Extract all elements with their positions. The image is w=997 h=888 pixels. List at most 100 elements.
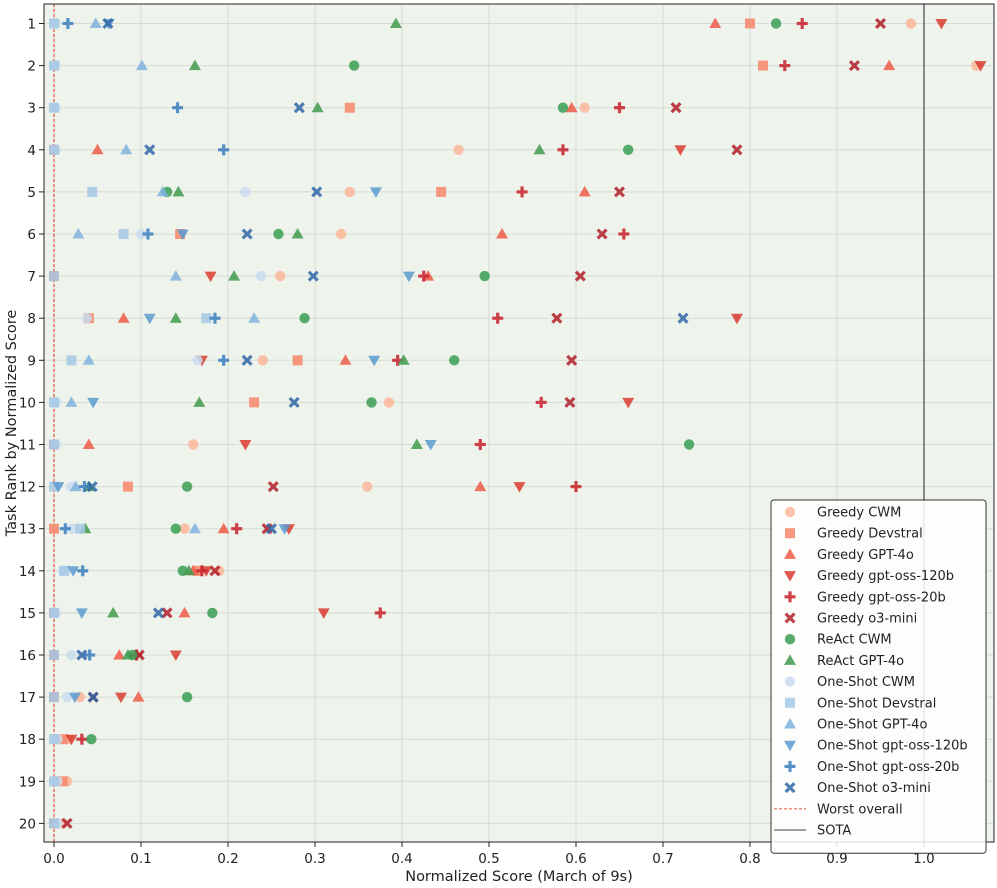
point-one-shot-gpt-4o-rank-7 bbox=[169, 270, 182, 281]
point-one-shot-o3-mini-rank-3 bbox=[293, 102, 305, 114]
legend-label-one-shot-gpt-oss-120b: One-Shot gpt-oss-120b bbox=[817, 739, 968, 754]
point-one-shot-gpt-oss-120b-rank-17 bbox=[68, 692, 81, 704]
point-greedy-cwm-rank-3 bbox=[579, 102, 590, 113]
legend-marker-greedy-gpt-4o bbox=[784, 548, 796, 559]
legend-marker-one-shot-gpt-oss-120b bbox=[784, 740, 796, 752]
point-one-shot-gpt-oss-20b-rank-9 bbox=[218, 354, 230, 366]
point-react-cwm-rank-2 bbox=[348, 60, 360, 71]
point-one-shot-o3-mini-rank-10 bbox=[288, 396, 300, 408]
point-one-shot-gpt-oss-20b-rank-1 bbox=[62, 18, 74, 29]
x-axis-label: Normalized Score (March of 9s) bbox=[405, 869, 633, 885]
point-react-cwm-rank-4 bbox=[623, 144, 634, 155]
y-tick-label: 7 bbox=[27, 269, 36, 285]
legend-label-one-shot-gpt-4o: One-Shot GPT-4o bbox=[817, 718, 927, 733]
legend-label-worst-overall: Worst overall bbox=[817, 802, 903, 817]
legend-marker-one-shot-gpt-4o bbox=[784, 718, 796, 729]
point-one-shot-gpt-oss-20b-rank-8 bbox=[209, 312, 221, 324]
point-react-cwm-rank-13 bbox=[170, 523, 181, 534]
y-tick-label: 2 bbox=[27, 59, 36, 75]
point-greedy-o3-mini-rank-4 bbox=[731, 144, 743, 156]
point-greedy-o3-mini-rank-1 bbox=[874, 17, 887, 30]
point-greedy-gpt-oss-20b-rank-5 bbox=[516, 186, 528, 198]
point-one-shot-devstral-rank-6 bbox=[118, 229, 129, 239]
point-greedy-o3-mini-rank-2 bbox=[848, 60, 860, 72]
point-greedy-gpt-oss-20b-rank-7 bbox=[418, 270, 430, 282]
x-tick-label: 0.7 bbox=[652, 851, 673, 867]
point-one-shot-gpt-oss-120b-rank-6 bbox=[176, 229, 189, 240]
y-tick-label: 20 bbox=[19, 816, 36, 832]
point-react-cwm-rank-17 bbox=[181, 691, 193, 703]
point-greedy-gpt-oss-20b-rank-18 bbox=[76, 733, 88, 745]
point-one-shot-devstral-rank-5 bbox=[87, 186, 98, 197]
point-one-shot-gpt-4o-rank-6 bbox=[72, 228, 85, 239]
point-greedy-gpt-oss-120b-rank-16 bbox=[169, 650, 182, 661]
legend-label-react-gpt-4o: ReAct GPT-4o bbox=[817, 654, 904, 669]
point-one-shot-cwm-rank-16 bbox=[66, 649, 77, 661]
legend-marker-react-cwm bbox=[784, 634, 796, 645]
y-tick-label: 10 bbox=[19, 395, 36, 411]
x-tick-label: 0.9 bbox=[826, 851, 847, 867]
point-greedy-gpt-4o-rank-9 bbox=[339, 354, 352, 365]
point-one-shot-devstral-rank-7 bbox=[49, 271, 59, 282]
point-greedy-devstral-rank-10 bbox=[249, 397, 260, 408]
point-one-shot-cwm-rank-7 bbox=[255, 270, 267, 282]
point-react-gpt-4o-rank-9 bbox=[397, 354, 410, 365]
point-one-shot-gpt-oss-120b-rank-15 bbox=[75, 608, 88, 619]
y-axis-label: Task Rank by Normalized Score bbox=[4, 310, 20, 538]
point-one-shot-cwm-rank-9 bbox=[192, 355, 203, 366]
point-greedy-gpt-4o-rank-12 bbox=[474, 480, 487, 492]
point-react-cwm-rank-7 bbox=[479, 270, 490, 282]
point-greedy-gpt-oss-120b-rank-2 bbox=[974, 61, 987, 72]
point-one-shot-devstral-rank-8 bbox=[201, 313, 212, 324]
x-tick-label: 0.6 bbox=[565, 851, 586, 867]
point-react-gpt-4o-rank-6 bbox=[291, 228, 304, 239]
point-react-gpt-4o-rank-15 bbox=[107, 606, 120, 618]
plot-frame bbox=[43, 3, 995, 843]
point-one-shot-o3-mini-rank-9 bbox=[241, 354, 253, 366]
point-react-cwm-rank-12 bbox=[181, 481, 193, 492]
point-react-cwm-rank-3 bbox=[557, 102, 569, 113]
legend-label-one-shot-cwm: One-Shot CWM bbox=[817, 675, 915, 690]
point-greedy-gpt-4o-rank-2 bbox=[883, 59, 896, 71]
point-react-cwm-rank-8 bbox=[299, 313, 310, 324]
point-one-shot-gpt-oss-20b-rank-14 bbox=[77, 565, 89, 577]
point-greedy-gpt-4o-rank-11 bbox=[82, 438, 95, 449]
legend-marker-one-shot-devstral bbox=[785, 697, 795, 708]
point-greedy-gpt-4o-rank-3 bbox=[565, 101, 578, 113]
point-one-shot-gpt-oss-20b-rank-13 bbox=[59, 523, 71, 535]
point-one-shot-gpt-4o-rank-2 bbox=[135, 59, 148, 71]
point-one-shot-o3-mini-rank-8 bbox=[677, 312, 689, 324]
y-tick-label: 16 bbox=[19, 648, 36, 664]
point-greedy-devstral-rank-2 bbox=[758, 60, 769, 71]
point-one-shot-cwm-rank-13 bbox=[66, 523, 77, 534]
point-greedy-o3-mini-rank-5 bbox=[613, 186, 626, 198]
point-react-gpt-4o-rank-7 bbox=[228, 270, 241, 281]
point-one-shot-gpt-oss-120b-rank-14 bbox=[67, 566, 80, 577]
point-greedy-gpt-4o-rank-5 bbox=[578, 185, 591, 197]
y-tick-label: 8 bbox=[27, 311, 36, 327]
point-greedy-o3-mini-rank-7 bbox=[574, 270, 586, 282]
point-greedy-gpt-4o-rank-17 bbox=[132, 691, 145, 702]
point-one-shot-o3-mini-rank-16 bbox=[76, 649, 88, 661]
y-tick-label: 9 bbox=[27, 353, 36, 369]
point-greedy-gpt-oss-20b-rank-15 bbox=[374, 607, 386, 619]
point-greedy-o3-mini-rank-6 bbox=[596, 228, 608, 240]
point-one-shot-o3-mini-rank-7 bbox=[307, 270, 319, 282]
point-react-cwm-rank-18 bbox=[86, 734, 97, 745]
point-react-gpt-4o-rank-11 bbox=[410, 438, 423, 449]
point-greedy-cwm-rank-5 bbox=[344, 186, 355, 198]
point-one-shot-o3-mini-rank-12 bbox=[86, 481, 98, 493]
point-greedy-devstral-rank-19 bbox=[57, 776, 68, 787]
y-tick-label: 6 bbox=[27, 227, 36, 243]
point-react-cwm-rank-11 bbox=[683, 439, 695, 450]
point-greedy-gpt-oss-20b-rank-10 bbox=[535, 396, 547, 408]
point-greedy-o3-mini-rank-15 bbox=[161, 607, 173, 619]
point-react-cwm-rank-10 bbox=[366, 397, 377, 408]
x-tick-label: 0.8 bbox=[739, 851, 760, 867]
legend: Greedy CWM Greedy Devstral Greedy GPT-4o Gr… bbox=[770, 499, 987, 854]
y-tick-label: 19 bbox=[19, 774, 36, 790]
point-greedy-gpt-4o-rank-13 bbox=[217, 522, 230, 534]
point-react-gpt-4o-rank-3 bbox=[311, 101, 324, 113]
